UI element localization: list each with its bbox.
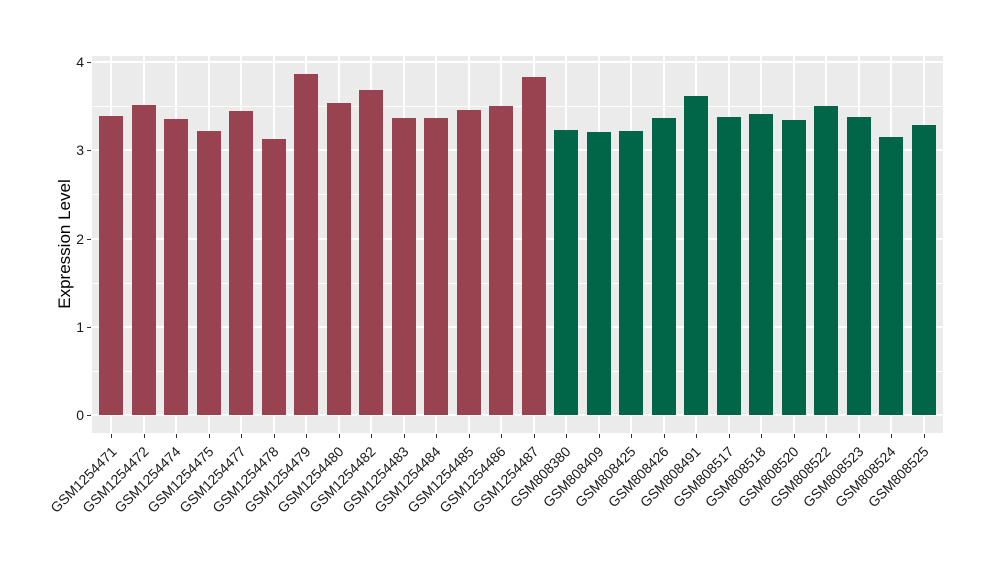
bar-GSM1254478 xyxy=(261,138,286,415)
x-axis-tick xyxy=(111,434,113,438)
bar-GSM1254484 xyxy=(424,117,449,415)
major-gridline xyxy=(92,325,943,328)
y-tick-label: 2 xyxy=(76,230,84,247)
x-axis-tick xyxy=(306,434,308,438)
plot-panel xyxy=(92,56,943,433)
minor-gridline xyxy=(92,370,943,372)
major-gridline xyxy=(92,414,943,416)
x-axis-tick xyxy=(176,434,178,438)
bar-GSM808380 xyxy=(554,129,579,415)
x-axis-tick xyxy=(761,434,763,438)
x-axis-tick xyxy=(436,434,438,438)
bar-GSM808425 xyxy=(619,130,644,415)
x-axis-tick xyxy=(891,434,893,438)
x-axis-tick xyxy=(338,434,340,438)
y-axis-tick xyxy=(87,238,91,240)
bar-GSM1254479 xyxy=(294,74,319,415)
bar-GSM1254472 xyxy=(131,105,156,415)
bar-GSM808520 xyxy=(781,120,806,415)
x-axis-tick xyxy=(241,434,243,438)
x-axis-tick xyxy=(663,434,665,438)
bar-GSM1254474 xyxy=(164,119,189,415)
x-axis-tick xyxy=(143,434,145,438)
x-axis-tick xyxy=(858,434,860,438)
minor-gridline xyxy=(92,282,943,284)
bar-GSM1254482 xyxy=(359,90,384,415)
y-tick-label: 4 xyxy=(76,54,84,70)
x-axis-tick xyxy=(501,434,503,438)
x-axis-tick xyxy=(371,434,373,438)
x-axis-tick xyxy=(793,434,795,438)
x-axis-tick xyxy=(403,434,405,438)
bar-GSM1254480 xyxy=(326,103,351,415)
bar-GSM808409 xyxy=(586,131,611,415)
bar-GSM1254486 xyxy=(489,106,514,415)
bar-GSM808525 xyxy=(911,124,936,415)
x-axis-tick xyxy=(208,434,210,438)
x-axis-tick xyxy=(598,434,600,438)
x-axis-tick xyxy=(826,434,828,438)
x-axis-tick xyxy=(533,434,535,438)
x-axis-tick xyxy=(631,434,633,438)
x-axis-tick xyxy=(696,434,698,438)
y-axis-tick xyxy=(87,150,91,152)
y-tick-label: 1 xyxy=(76,318,84,335)
bar-GSM1254487 xyxy=(521,77,546,415)
bar-GSM808426 xyxy=(651,117,676,415)
bar-GSM808517 xyxy=(716,116,741,415)
x-axis-tick xyxy=(728,434,730,438)
bar-GSM1254483 xyxy=(391,118,416,415)
y-tick-label: 3 xyxy=(76,142,84,159)
minor-gridline xyxy=(92,194,943,196)
x-axis-tick xyxy=(273,434,275,438)
bar-GSM1254485 xyxy=(456,109,481,415)
y-tick-label: 0 xyxy=(76,407,84,423)
bar-GSM808491 xyxy=(684,95,709,415)
bar-GSM808522 xyxy=(814,106,839,415)
minor-gridline xyxy=(92,106,943,108)
bar-GSM808523 xyxy=(846,116,871,415)
bar-GSM808524 xyxy=(879,137,904,415)
bar-GSM808518 xyxy=(749,114,774,415)
major-gridline xyxy=(92,237,943,240)
bar-GSM1254471 xyxy=(99,115,124,415)
bar-GSM1254475 xyxy=(196,130,221,415)
y-axis-tick xyxy=(87,415,91,416)
major-gridline xyxy=(92,61,943,63)
y-axis-tick xyxy=(87,62,91,63)
y-axis-tick xyxy=(87,326,91,328)
x-axis-tick xyxy=(566,434,568,438)
bar-GSM1254477 xyxy=(229,111,254,415)
major-gridline xyxy=(92,149,943,152)
x-axis-tick xyxy=(468,434,470,438)
x-axis-tick xyxy=(923,434,925,438)
